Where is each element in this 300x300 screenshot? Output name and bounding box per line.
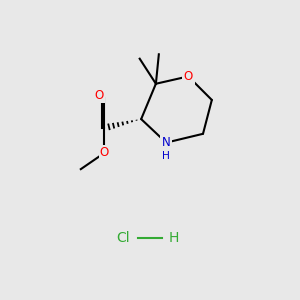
Text: O: O	[100, 146, 109, 159]
Text: H: H	[168, 231, 179, 245]
Text: O: O	[94, 89, 104, 102]
Text: Cl: Cl	[117, 231, 130, 245]
Text: H: H	[162, 151, 170, 161]
Text: O: O	[184, 70, 193, 83]
Text: N: N	[162, 136, 171, 149]
